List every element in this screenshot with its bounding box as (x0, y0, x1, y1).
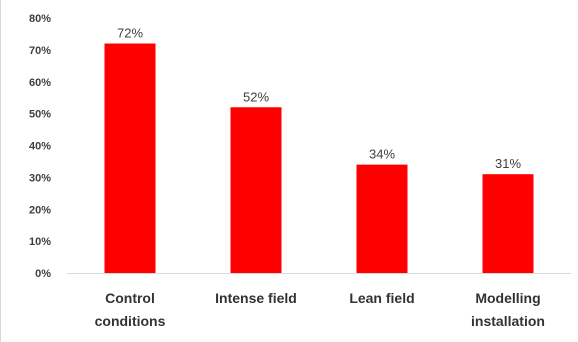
y-tick-label: 50% (29, 109, 51, 121)
y-tick-label: 70% (29, 45, 51, 57)
category-label: Intense field (215, 290, 297, 306)
bar (356, 164, 408, 273)
y-tick-label: 0% (35, 268, 51, 280)
bar-data-labels: 72% 52% 34% 31% (117, 26, 521, 172)
category-label: Modelling installation (471, 290, 545, 329)
bar-value-label: 34% (369, 147, 395, 162)
y-tick-label: 60% (29, 77, 51, 89)
bar-value-label: 52% (243, 89, 269, 104)
y-tick-label: 40% (29, 141, 51, 153)
bar-value-label: 72% (117, 26, 143, 41)
category-label-line: installation (471, 313, 545, 329)
y-tick-label: 10% (29, 236, 51, 248)
bar (230, 107, 282, 273)
bar-series (104, 43, 534, 273)
category-label: Control conditions (95, 290, 166, 329)
category-label: Lean field (349, 290, 414, 306)
y-tick-label: 30% (29, 172, 51, 184)
bar-value-label: 31% (495, 156, 521, 171)
y-tick-label: 80% (29, 13, 51, 25)
y-axis-tick-labels: 0% 10% 20% 30% 40% 50% 60% 70% 80% (29, 13, 51, 280)
bar (482, 174, 534, 273)
category-label-line: Control (105, 290, 155, 306)
x-axis-category-labels: Control conditions Intense field Lean field… (95, 290, 545, 329)
y-tick-label: 20% (29, 204, 51, 216)
category-label-line: Intense field (215, 290, 297, 306)
category-label-line: Modelling (475, 290, 540, 306)
category-label-line: conditions (95, 313, 166, 329)
category-label-line: Lean field (349, 290, 414, 306)
bar (104, 43, 156, 273)
